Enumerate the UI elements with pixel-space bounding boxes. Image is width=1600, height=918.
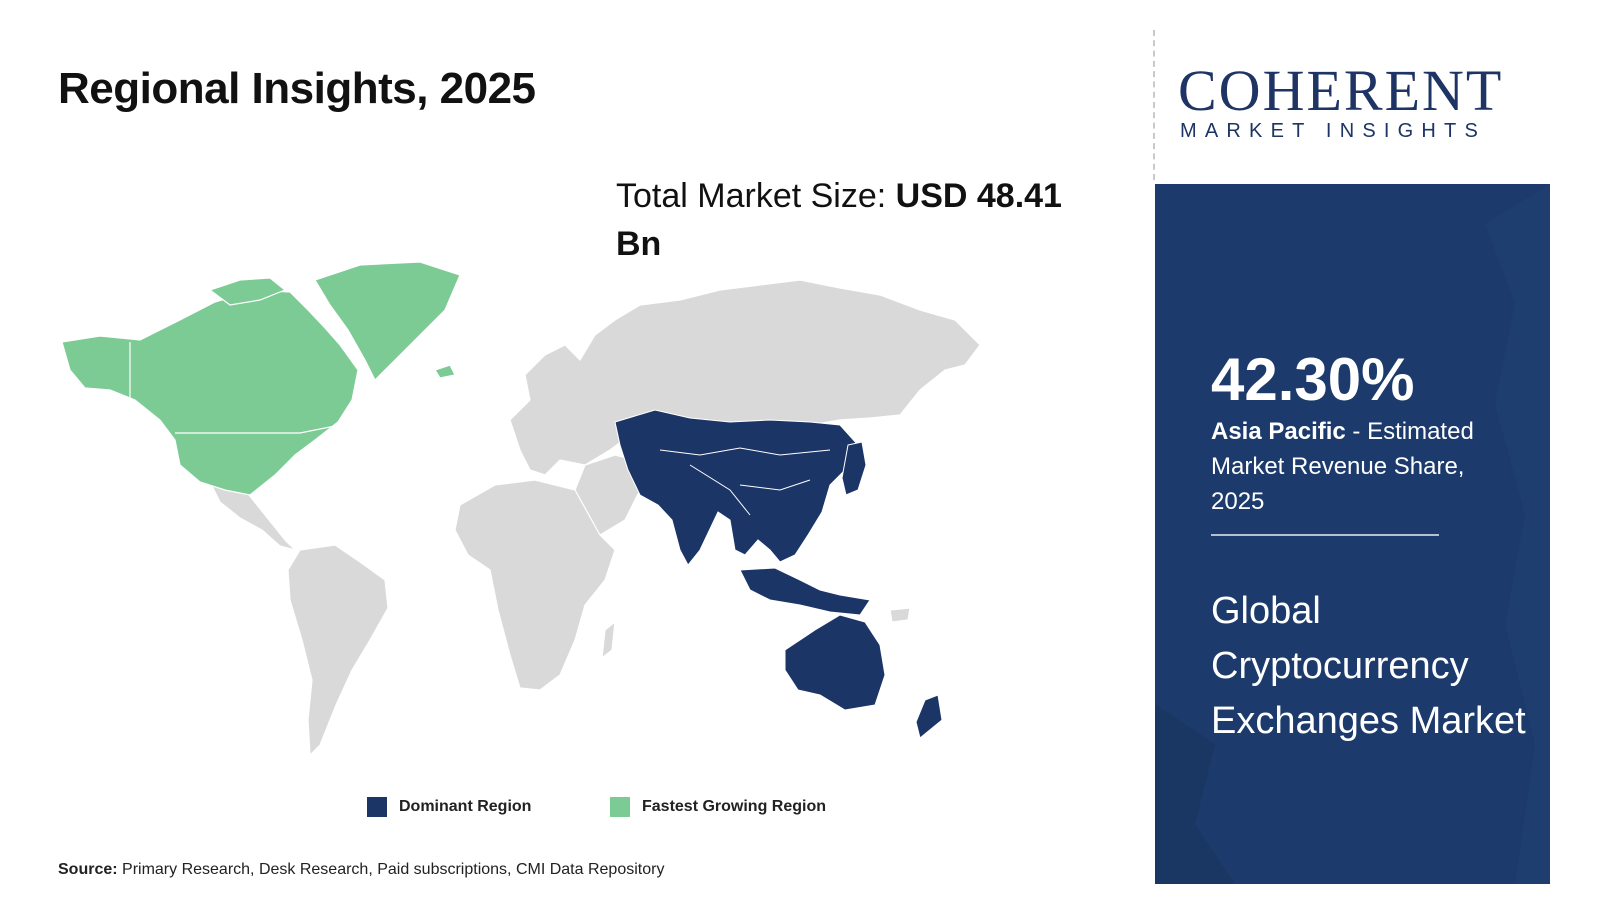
- map-canada-usa: [61, 289, 359, 496]
- insight-panel: 42.30% Asia Pacific - Estimated Market R…: [1155, 184, 1550, 884]
- map-arctic-islands: [208, 277, 287, 306]
- market-name: Global Cryptocurrency Exchanges Market: [1211, 590, 1526, 742]
- map-na-borders: [129, 342, 341, 434]
- logo-wordmark: COHERENT: [1178, 58, 1504, 123]
- market-share-value: 42.30%: [1211, 346, 1415, 413]
- total-market-size: Total Market Size: USD 48.41 Bn: [616, 172, 1116, 268]
- legend-dominant-swatch: [367, 797, 387, 817]
- market-size-value: USD 48.41 Bn: [616, 177, 1062, 263]
- map-australia: [784, 614, 886, 711]
- map-north-america: [61, 261, 461, 496]
- world-map: [61, 261, 981, 757]
- legend-dominant: Dominant Region: [367, 796, 531, 818]
- source-note: Source: Primary Research, Desk Research,…: [58, 861, 664, 879]
- map-madagascar: [601, 620, 616, 660]
- legend-fastest-label: Fastest Growing Region: [642, 798, 827, 815]
- map-pacific-islands: [889, 607, 911, 623]
- map-greenland: [314, 261, 461, 382]
- map-new-zealand: [915, 694, 943, 739]
- map-iceland: [434, 364, 456, 379]
- map-asia-borders: [659, 447, 831, 516]
- divider: [1153, 30, 1155, 180]
- map-maritime-se-asia: [739, 567, 871, 616]
- map-asia-mainland: [614, 409, 859, 566]
- map-asia-pacific: [614, 409, 943, 739]
- market-size-label: Total Market Size:: [616, 177, 896, 215]
- map-central-america: [208, 481, 298, 552]
- panel-divider: [1211, 534, 1439, 536]
- source-label: Source:: [58, 861, 118, 878]
- map-japan: [841, 441, 867, 496]
- dominant-region-name: Asia Pacific: [1211, 418, 1346, 445]
- logo-tagline: MARKET INSIGHTS: [1180, 120, 1486, 142]
- company-logo: COHERENT MARKET INSIGHTS: [1178, 62, 1538, 146]
- map-south-america: [287, 544, 389, 757]
- legend-fastest-swatch: [610, 797, 630, 817]
- legend-fastest: Fastest Growing Region: [610, 796, 826, 818]
- source-text: Primary Research, Desk Research, Paid su…: [117, 861, 665, 878]
- market-share-caption: - Estimated Market Revenue Share, 2025: [1211, 418, 1474, 515]
- legend-dominant-label: Dominant Region: [399, 798, 532, 815]
- page-title: Regional Insights, 2025: [58, 64, 536, 113]
- map-africa: [454, 479, 616, 691]
- market-share-description: Asia Pacific - Estimated Market Revenue …: [1211, 414, 1511, 519]
